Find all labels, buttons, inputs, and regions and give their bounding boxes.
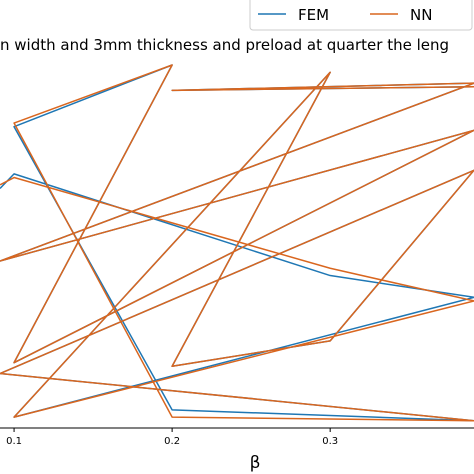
legend-label: NN bbox=[410, 6, 432, 24]
x-tick-label: 0.1 bbox=[6, 436, 22, 447]
legend-box bbox=[249, 0, 473, 31]
x-axis-label: β bbox=[250, 453, 261, 473]
line-series bbox=[0, 64, 474, 422]
line-series bbox=[0, 64, 474, 422]
x-tick-label: 0.3 bbox=[322, 436, 338, 447]
x-tick-label: 0.2 bbox=[164, 436, 180, 447]
legend: FEM NN bbox=[249, 0, 473, 31]
chart-title: n width and 3mm thickness and preload at… bbox=[0, 36, 449, 54]
legend-label: FEM bbox=[298, 6, 329, 24]
